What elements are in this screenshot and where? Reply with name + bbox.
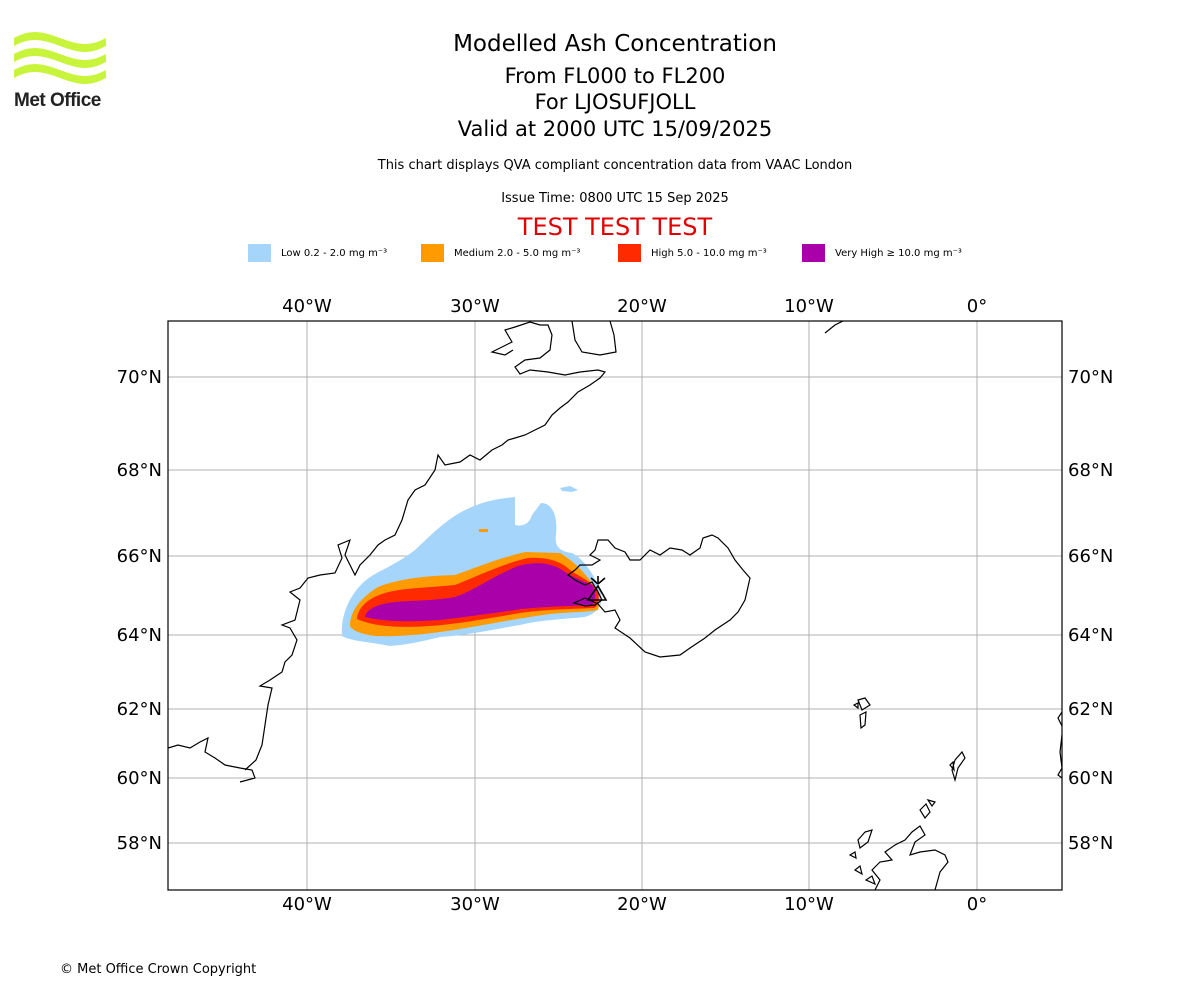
volcano-icon <box>586 576 608 601</box>
chart-title: Modelled Ash Concentration <box>453 31 777 57</box>
lon-label-top-3: 10°W <box>784 296 834 317</box>
legend-swatch-medium <box>421 244 444 262</box>
lat-label-right-6: 58°N <box>1068 833 1113 854</box>
ash-very-high-region <box>365 563 596 622</box>
lon-label-bottom-0: 40°W <box>282 894 332 915</box>
ash-low-speck <box>560 486 578 492</box>
lat-label-left-6: 58°N <box>117 833 162 854</box>
lon-label-top-1: 30°W <box>450 296 500 317</box>
legend-label-very-high: Very High ≥ 10.0 mg m⁻³ <box>835 247 962 259</box>
lat-label-right-4: 62°N <box>1068 699 1113 720</box>
met-office-waves-icon <box>14 32 106 84</box>
legend-label-high: High 5.0 - 10.0 mg m⁻³ <box>651 247 767 259</box>
lat-label-right-0: 70°N <box>1068 367 1113 388</box>
scotland-coast <box>848 798 949 890</box>
met-office-logo: Met Office <box>14 30 109 112</box>
valid-time: Valid at 2000 UTC 15/09/2025 <box>457 117 773 141</box>
lon-label-top-2: 20°W <box>617 296 667 317</box>
lon-label-bottom-3: 10°W <box>784 894 834 915</box>
chart-description: This chart displays QVA compliant concen… <box>377 158 853 173</box>
test-banner: TEST TEST TEST <box>517 213 713 241</box>
legend-medium: Medium 2.0 - 5.0 mg m⁻³ <box>421 244 580 262</box>
copyright: © Met Office Crown Copyright <box>60 962 257 977</box>
iceland-coast <box>566 534 751 658</box>
map-frame <box>167 320 1063 891</box>
lon-label-top-0: 40°W <box>282 296 332 317</box>
legend-swatch-very-high <box>802 244 825 262</box>
lat-label-left-2: 66°N <box>117 546 162 567</box>
logo-text: Met Office <box>14 90 101 111</box>
lon-label-bottom-4: 0° <box>967 894 987 915</box>
lat-label-right-2: 66°N <box>1068 546 1113 567</box>
lon-label-top-4: 0° <box>967 296 987 317</box>
legend-low: Low 0.2 - 2.0 mg m⁻³ <box>248 244 387 262</box>
legend-very-high: Very High ≥ 10.0 mg m⁻³ <box>802 244 962 262</box>
lat-label-right-5: 60°N <box>1068 768 1113 789</box>
faroe-islands <box>852 697 871 730</box>
legend-swatch-high <box>618 244 641 262</box>
volcano-name: For LJOSUFJOLL <box>534 90 696 114</box>
norway-coast <box>1057 711 1062 779</box>
shetland-islands <box>949 750 966 783</box>
issue-time: Issue Time: 0800 UTC 15 Sep 2025 <box>501 191 729 206</box>
ash-medium-speck <box>479 529 488 532</box>
coastlines <box>168 321 1062 890</box>
legend-label-medium: Medium 2.0 - 5.0 mg m⁻³ <box>454 247 581 259</box>
lat-label-right-3: 64°N <box>1068 625 1113 646</box>
lon-label-bottom-1: 30°W <box>450 894 500 915</box>
lat-label-left-0: 70°N <box>117 367 162 388</box>
legend-label-low: Low 0.2 - 2.0 mg m⁻³ <box>281 247 388 259</box>
gridlines <box>168 321 1062 890</box>
lat-label-left-3: 64°N <box>117 625 162 646</box>
greenland-coast <box>168 321 844 783</box>
lat-label-left-1: 68°N <box>117 460 162 481</box>
lon-label-bottom-2: 20°W <box>617 894 667 915</box>
legend-swatch-low <box>248 244 271 262</box>
flight-levels: From FL000 to FL200 <box>504 64 726 88</box>
lat-label-left-4: 62°N <box>117 699 162 720</box>
lat-label-right-1: 68°N <box>1068 460 1113 481</box>
lat-label-left-5: 60°N <box>117 768 162 789</box>
legend-high: High 5.0 - 10.0 mg m⁻³ <box>618 244 767 262</box>
